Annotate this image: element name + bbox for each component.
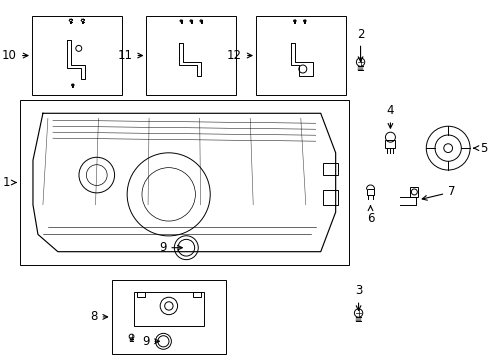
Text: 4: 4	[386, 104, 393, 128]
Text: 3: 3	[354, 284, 362, 310]
Bar	[20, 100, 348, 265]
Text: 11: 11	[117, 49, 142, 62]
Text: 2: 2	[356, 28, 364, 62]
Bar	[322, 163, 337, 175]
Text: 7: 7	[421, 185, 455, 200]
Bar	[385, 140, 395, 148]
Bar	[322, 190, 337, 205]
Bar	[111, 280, 225, 354]
Text: 9: 9	[142, 335, 159, 348]
Bar	[137, 292, 144, 297]
Text: 6: 6	[366, 206, 373, 225]
Bar	[409, 187, 417, 197]
Bar	[32, 16, 122, 95]
Bar	[134, 292, 203, 327]
Text: 9: 9	[159, 241, 182, 254]
Text: 8: 8	[90, 310, 107, 323]
Bar	[256, 16, 345, 95]
Text: 1: 1	[2, 176, 16, 189]
Bar	[366, 189, 374, 195]
Bar	[192, 292, 201, 297]
Text: 10: 10	[2, 49, 28, 62]
Text: 5: 5	[473, 141, 487, 155]
Text: 12: 12	[226, 49, 251, 62]
Bar	[146, 16, 236, 95]
